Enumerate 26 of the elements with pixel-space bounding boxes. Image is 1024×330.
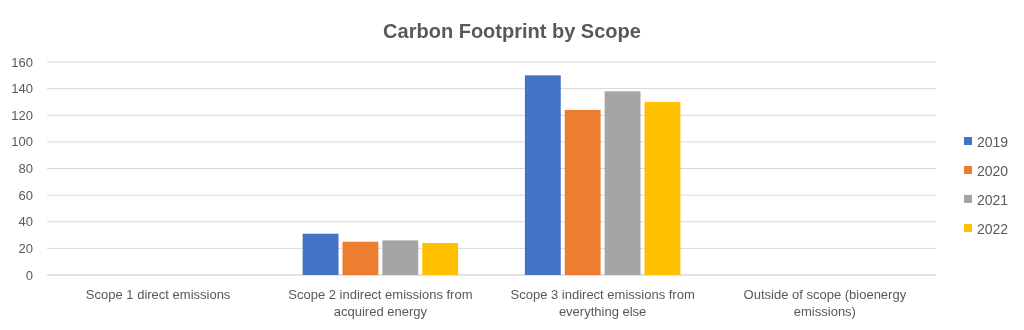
bar <box>302 233 339 275</box>
x-tick-label: Outside of scope (bioenergy emissions) <box>743 287 907 319</box>
bar <box>564 109 601 275</box>
legend-label: 2021 <box>977 191 1009 208</box>
bar <box>524 75 561 275</box>
y-tick-label: 100 <box>11 134 33 150</box>
bar <box>342 241 379 275</box>
bar <box>644 101 681 275</box>
x-tick-label: Scope 1 direct emissions <box>85 287 231 302</box>
y-tick-label: 40 <box>18 214 33 230</box>
y-tick-label: 20 <box>18 240 33 256</box>
bar <box>604 91 641 275</box>
y-tick-label: 60 <box>18 187 33 203</box>
y-tick-label: 80 <box>18 161 33 177</box>
chart-title: Carbon Footprint by Scope <box>383 20 641 42</box>
x-tick-label: Scope 3 indirect emissions from everything else <box>510 287 695 319</box>
legend-label: 2019 <box>977 133 1009 150</box>
y-tick-label: 0 <box>25 267 33 283</box>
legend-label: 2020 <box>977 162 1009 179</box>
legend-label: 2022 <box>977 220 1009 237</box>
bar <box>382 240 419 275</box>
bar <box>422 243 459 275</box>
y-tick-label: 140 <box>11 81 33 97</box>
y-tick-label: 160 <box>11 54 33 70</box>
y-tick-label: 120 <box>11 107 33 123</box>
x-tick-label: Scope 2 indirect emissions from acquired energy <box>288 287 473 319</box>
